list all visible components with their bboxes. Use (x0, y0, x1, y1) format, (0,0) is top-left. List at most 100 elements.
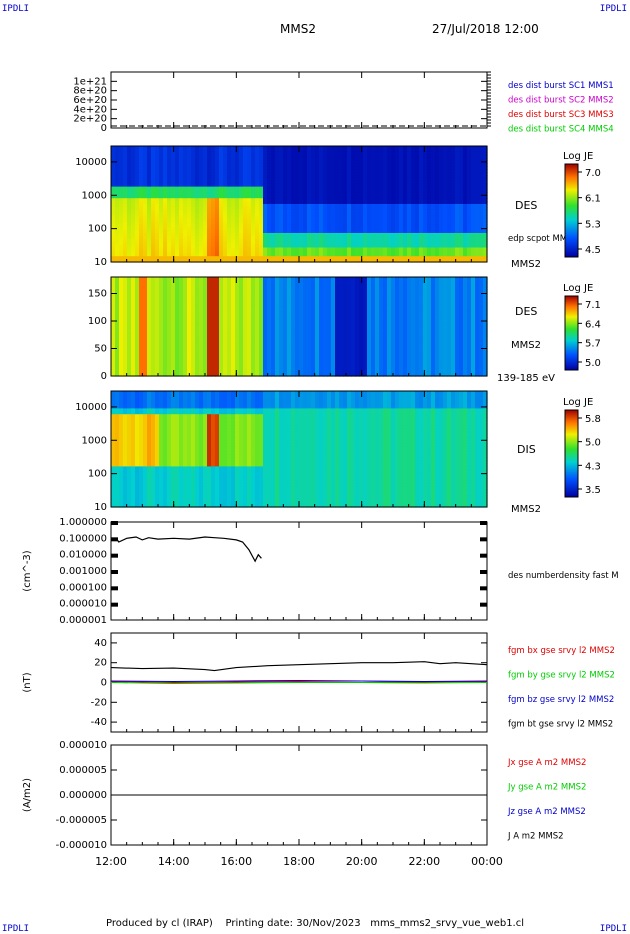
des-energy-cell (339, 195, 344, 199)
des-energy-cell (231, 192, 236, 196)
des-energy-cell (191, 209, 196, 214)
des-energy-cell (267, 215, 272, 220)
des-energy-cell (235, 209, 240, 214)
des-energy-cell (279, 206, 284, 211)
des-energy-cell (291, 244, 296, 249)
des-energy-cell (135, 233, 140, 237)
des-energy-cell (215, 206, 220, 211)
des-energy-cell (251, 166, 256, 170)
des-energy-cell (283, 195, 288, 199)
des-energy-cell (259, 235, 264, 240)
des-energy-cell (331, 224, 336, 228)
des-energy-cell (303, 227, 308, 231)
des-energy-cell (263, 221, 268, 225)
des-energy-cell (351, 221, 356, 225)
des-energy-cell (123, 204, 128, 208)
des-energy-cell (115, 212, 120, 217)
des-energy-cell (203, 177, 208, 182)
des-energy-cell (155, 172, 160, 176)
des-energy-cell (227, 241, 232, 246)
colorbar (564, 163, 579, 258)
des-energy-cell (175, 189, 180, 193)
des-energy-cell (347, 201, 352, 205)
des-energy-cell (167, 247, 172, 251)
des-energy-cell (191, 238, 196, 243)
des-energy-cell (263, 235, 268, 240)
des-energy-cell (215, 227, 220, 231)
des-energy-cell (179, 146, 184, 150)
des-energy-cell (115, 183, 120, 188)
des-energy-cell (343, 209, 348, 214)
des-energy-cell (327, 212, 332, 217)
des-energy-cell (263, 198, 268, 202)
des-energy-cell (159, 157, 164, 162)
des-energy-cell (327, 253, 332, 257)
des-energy-cell (295, 253, 300, 257)
des-energy-cell (259, 215, 264, 220)
des-energy-cell (287, 166, 292, 170)
des-energy-cell (211, 241, 216, 246)
des-energy-cell (171, 177, 176, 182)
des-energy-cell (195, 227, 200, 231)
des-energy-cell (123, 151, 128, 156)
des-energy-cell (171, 192, 176, 196)
des-energy-cell (203, 146, 208, 150)
des-energy-cell (323, 250, 328, 254)
des-energy-cell (171, 238, 176, 243)
des-energy-cell (211, 146, 216, 150)
des-energy-cell (251, 204, 256, 208)
des-energy-cell (131, 224, 136, 228)
des-energy-cell (303, 218, 308, 222)
des-energy-cell (147, 256, 152, 260)
des-energy-cell (319, 241, 324, 246)
des-energy-cell (187, 172, 192, 176)
des-energy-cell (143, 148, 148, 153)
des-energy-cell (315, 146, 320, 150)
des-energy-cell (171, 233, 176, 237)
des-energy-cell (223, 169, 228, 173)
des-energy-cell (239, 230, 244, 234)
des-energy-cell (135, 250, 140, 254)
des-energy-cell (139, 212, 144, 217)
des-energy-cell (295, 233, 300, 237)
des-energy-cell (263, 227, 268, 231)
des-energy-cell (291, 209, 296, 214)
des-energy-cell (111, 148, 116, 153)
des-energy-cell (319, 154, 324, 159)
des-energy-cell (271, 241, 276, 246)
des-energy-cell (311, 233, 316, 237)
des-energy-cell (343, 172, 348, 176)
des-energy-cell (195, 166, 200, 170)
des-energy-cell (207, 183, 212, 188)
des-energy-cell (123, 206, 128, 211)
des-energy-cell (279, 151, 284, 156)
des-energy-cell (283, 180, 288, 185)
des-energy-cell (147, 209, 152, 214)
des-energy-cell (291, 235, 296, 240)
des-energy-cell (135, 163, 140, 167)
des-energy-cell (303, 201, 308, 205)
des-energy-cell (167, 192, 172, 196)
des-energy-cell (195, 160, 200, 164)
des-energy-cell (315, 177, 320, 182)
des-energy-cell (239, 241, 244, 246)
des-energy-cell (195, 154, 200, 159)
des-energy-cell (323, 244, 328, 249)
des-energy-cell (307, 175, 312, 179)
des-energy-cell (179, 175, 184, 179)
des-energy-cell (227, 206, 232, 211)
des-energy-cell (303, 157, 308, 162)
des-energy-cell (131, 206, 136, 211)
des-energy-cell (171, 151, 176, 156)
des-energy-cell (231, 209, 236, 214)
des-energy-cell (171, 154, 176, 159)
des-energy-cell (203, 175, 208, 179)
des-energy-cell (343, 151, 348, 156)
des-energy-cell (159, 256, 164, 260)
corner-label-top-left: IPDLI (2, 4, 30, 14)
des-energy-cell (127, 160, 132, 164)
des-energy-cell (351, 175, 356, 179)
des-energy-cell (159, 189, 164, 193)
des-energy-cell (171, 160, 176, 164)
des-energy-cell (127, 154, 132, 159)
